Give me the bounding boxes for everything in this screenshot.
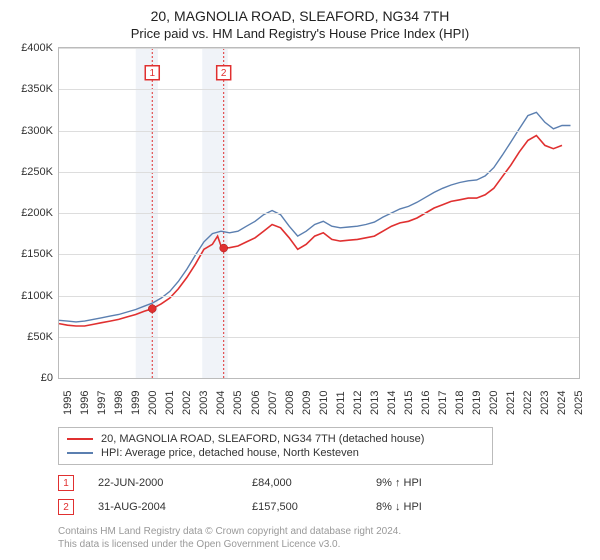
svg-text:1: 1: [149, 68, 155, 79]
y-tick-label: £150K: [7, 248, 53, 260]
x-tick-label: 1997: [96, 391, 108, 415]
sale-price: £84,000: [252, 477, 352, 489]
x-tick-label: 1998: [113, 391, 125, 415]
y-tick-label: £0: [7, 372, 53, 384]
legend-label: 20, MAGNOLIA ROAD, SLEAFORD, NG34 7TH (d…: [101, 433, 424, 445]
x-tick-label: 2018: [454, 391, 466, 415]
x-tick-label: 2022: [522, 391, 534, 415]
x-tick-label: 2011: [335, 391, 347, 415]
x-tick-label: 2003: [198, 391, 210, 415]
x-tick-label: 2008: [284, 391, 296, 415]
page-subtitle: Price paid vs. HM Land Registry's House …: [12, 26, 588, 41]
footnote-line: Contains HM Land Registry data © Crown c…: [58, 526, 401, 537]
legend-swatch: [67, 452, 93, 454]
sale-delta: 8% ↓ HPI: [376, 501, 578, 513]
x-tick-label: 1996: [79, 391, 91, 415]
x-tick-label: 2021: [505, 391, 517, 415]
x-tick-label: 2002: [181, 391, 193, 415]
sale-date: 22-JUN-2000: [98, 477, 228, 489]
x-tick-label: 2001: [164, 391, 176, 415]
footnote: Contains HM Land Registry data © Crown c…: [58, 525, 578, 551]
y-tick-label: £200K: [7, 207, 53, 219]
x-tick-label: 2015: [403, 391, 415, 415]
legend-label: HPI: Average price, detached house, Nort…: [101, 447, 359, 459]
x-tick-label: 2007: [267, 391, 279, 415]
y-tick-label: £250K: [7, 166, 53, 178]
x-tick-label: 2023: [539, 391, 551, 415]
y-tick-label: £300K: [7, 125, 53, 137]
x-tick-label: 2025: [573, 391, 585, 415]
x-tick-label: 2020: [488, 391, 500, 415]
x-tick-label: 1995: [62, 391, 74, 415]
y-tick-label: £50K: [7, 331, 53, 343]
sale-price: £157,500: [252, 501, 352, 513]
legend: 20, MAGNOLIA ROAD, SLEAFORD, NG34 7TH (d…: [58, 427, 493, 465]
x-tick-label: 2017: [437, 391, 449, 415]
sales-table: 1 22-JUN-2000 £84,000 9% ↑ HPI 2 31-AUG-…: [58, 471, 578, 519]
x-tick-label: 2019: [471, 391, 483, 415]
x-tick-label: 2010: [318, 391, 330, 415]
y-tick-label: £400K: [7, 42, 53, 54]
x-tick-label: 2013: [369, 391, 381, 415]
x-tick-label: 2005: [232, 391, 244, 415]
x-tick-label: 2012: [352, 391, 364, 415]
sale-badge: 1: [58, 475, 74, 491]
x-tick-label: 2014: [386, 391, 398, 415]
x-tick-label: 2006: [250, 391, 262, 415]
legend-swatch: [67, 438, 93, 440]
y-tick-label: £100K: [7, 290, 53, 302]
y-tick-label: £350K: [7, 83, 53, 95]
x-tick-label: 2009: [301, 391, 313, 415]
page-title: 20, MAGNOLIA ROAD, SLEAFORD, NG34 7TH: [12, 8, 588, 24]
sale-delta: 9% ↑ HPI: [376, 477, 578, 489]
x-tick-label: 2004: [215, 391, 227, 415]
sale-date: 31-AUG-2004: [98, 501, 228, 513]
footnote-line: This data is licensed under the Open Gov…: [58, 539, 340, 550]
x-tick-label: 2016: [420, 391, 432, 415]
sale-row: 2 31-AUG-2004 £157,500 8% ↓ HPI: [58, 495, 578, 519]
x-tick-label: 2024: [556, 391, 568, 415]
sale-row: 1 22-JUN-2000 £84,000 9% ↑ HPI: [58, 471, 578, 495]
x-axis-labels: 1995 1996 1997 1998 1999 2000 2001 2002 2003 2004…: [58, 379, 578, 423]
legend-item: HPI: Average price, detached house, Nort…: [67, 446, 484, 460]
svg-text:2: 2: [221, 68, 227, 79]
sale-badge: 2: [58, 499, 74, 515]
x-tick-label: 1999: [130, 391, 142, 415]
legend-item: 20, MAGNOLIA ROAD, SLEAFORD, NG34 7TH (d…: [67, 432, 484, 446]
x-tick-label: 2000: [147, 391, 159, 415]
price-chart: 12 £0£50K£100K£150K£200K£250K£300K£350K£…: [58, 47, 580, 379]
